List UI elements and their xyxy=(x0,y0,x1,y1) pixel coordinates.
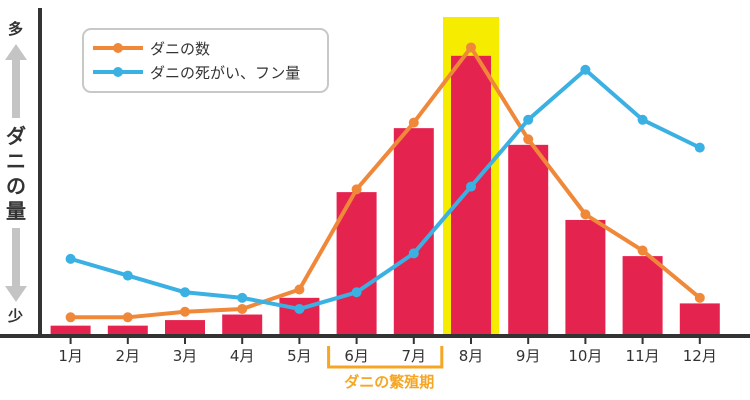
bar-9 xyxy=(508,144,549,334)
y-axis-label: ダニの量 xyxy=(6,124,26,223)
series-1-point xyxy=(408,117,419,128)
series-1-point xyxy=(237,303,248,314)
legend-swatch-marker xyxy=(113,43,123,53)
x-tick-label: 4月 xyxy=(230,347,255,365)
x-tick-label: 3月 xyxy=(173,347,198,365)
legend-label-1: ダニの数 xyxy=(150,40,210,58)
series-2-point xyxy=(65,253,76,264)
bar-1 xyxy=(50,325,91,334)
series-2-point xyxy=(466,181,476,192)
x-tick-label: 1月 xyxy=(58,347,83,365)
series-2-point xyxy=(237,292,248,303)
bar-8 xyxy=(451,55,491,335)
legend-swatch-marker xyxy=(113,67,123,77)
bar-7 xyxy=(393,128,434,334)
x-tick-label: 5月 xyxy=(287,347,312,365)
x-tick-label: 10月 xyxy=(568,347,602,365)
x-tick-label: 8月 xyxy=(459,347,484,365)
legend-label-2: ダニの死がい、フン量 xyxy=(150,64,300,82)
x-tick-label: 2月 xyxy=(116,347,141,365)
series-1-point xyxy=(580,209,591,220)
x-tick-label: 12月 xyxy=(683,347,717,365)
x-tick-label: 6月 xyxy=(344,347,369,365)
series-2-point xyxy=(580,64,591,75)
breeding-bracket xyxy=(327,346,444,369)
series-1-point xyxy=(637,245,648,256)
bar-3 xyxy=(165,320,205,334)
series-2-point xyxy=(408,248,419,259)
series-1-point xyxy=(351,184,362,195)
series-2-point xyxy=(122,270,133,281)
series-1-point xyxy=(466,42,476,53)
breeding-label: ダニの繁殖期 xyxy=(344,373,434,391)
series-1-point xyxy=(180,306,190,317)
bar-12 xyxy=(679,303,720,334)
down-arrow-icon xyxy=(5,286,27,302)
x-tick-label: 9月 xyxy=(516,347,541,365)
series-2-point xyxy=(180,287,190,298)
series-2-point xyxy=(294,303,305,314)
series-1-point xyxy=(65,312,76,323)
series-1-point xyxy=(694,292,705,303)
up-arrow-icon xyxy=(5,44,27,60)
bar-11 xyxy=(622,256,663,334)
series-2-point xyxy=(694,142,705,153)
series-line-1 xyxy=(70,45,702,320)
series-1-point xyxy=(294,284,305,295)
series-line-2 xyxy=(70,67,701,311)
down-arrow-shaft xyxy=(12,228,20,288)
series-2-point xyxy=(637,114,648,125)
x-tick-label: 11月 xyxy=(626,347,660,365)
bar-2 xyxy=(107,325,148,334)
bar-4 xyxy=(222,314,263,334)
x-tick-label: 7月 xyxy=(402,347,427,365)
series-2-point xyxy=(523,114,534,125)
bar-10 xyxy=(565,219,606,334)
series-1-point xyxy=(523,134,534,145)
y-axis-high-label: 多 xyxy=(8,20,24,38)
legend-box xyxy=(82,28,329,93)
up-arrow-shaft xyxy=(12,58,20,118)
series-2-point xyxy=(351,287,362,298)
series-1-point xyxy=(122,312,133,323)
y-axis-low-label: 少 xyxy=(8,307,24,325)
